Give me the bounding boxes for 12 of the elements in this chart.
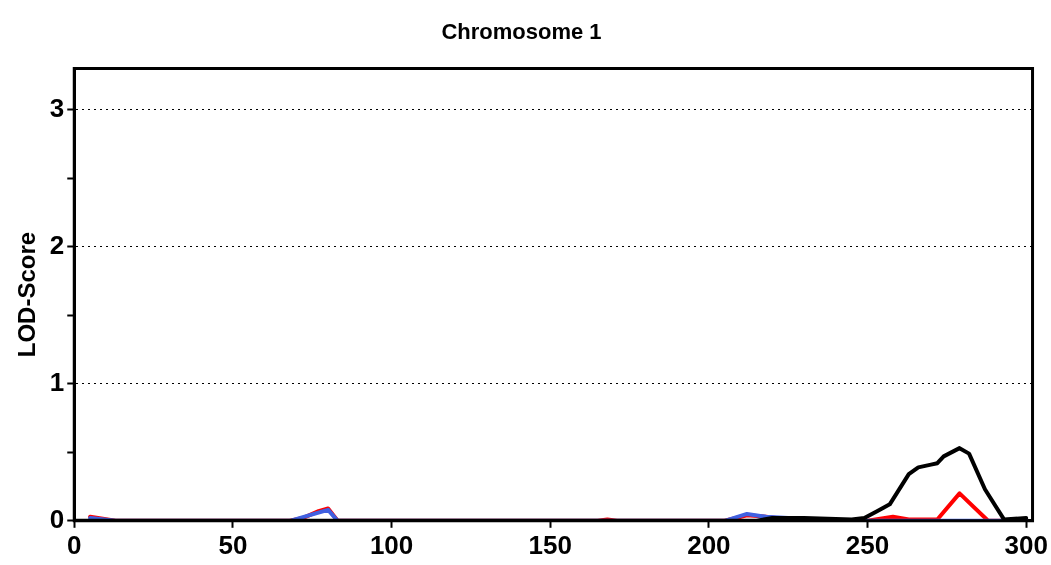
x-tick-label: 300	[1004, 529, 1048, 560]
x-tick-label: 50	[218, 529, 248, 560]
x-tick-label: 100	[369, 529, 414, 560]
chart-title: Chromosome 1	[441, 19, 602, 45]
y-tick-label: 3	[49, 92, 65, 123]
x-tick-label: 150	[528, 529, 572, 560]
x-tick-label: 200	[687, 529, 731, 560]
y-tick-label: 1	[49, 366, 65, 397]
y-tick-label: 0	[49, 503, 65, 534]
y-axis-title: LOD-Score	[13, 231, 41, 358]
y-tick-label: 2	[49, 229, 65, 260]
x-tick-label: 250	[845, 529, 890, 560]
